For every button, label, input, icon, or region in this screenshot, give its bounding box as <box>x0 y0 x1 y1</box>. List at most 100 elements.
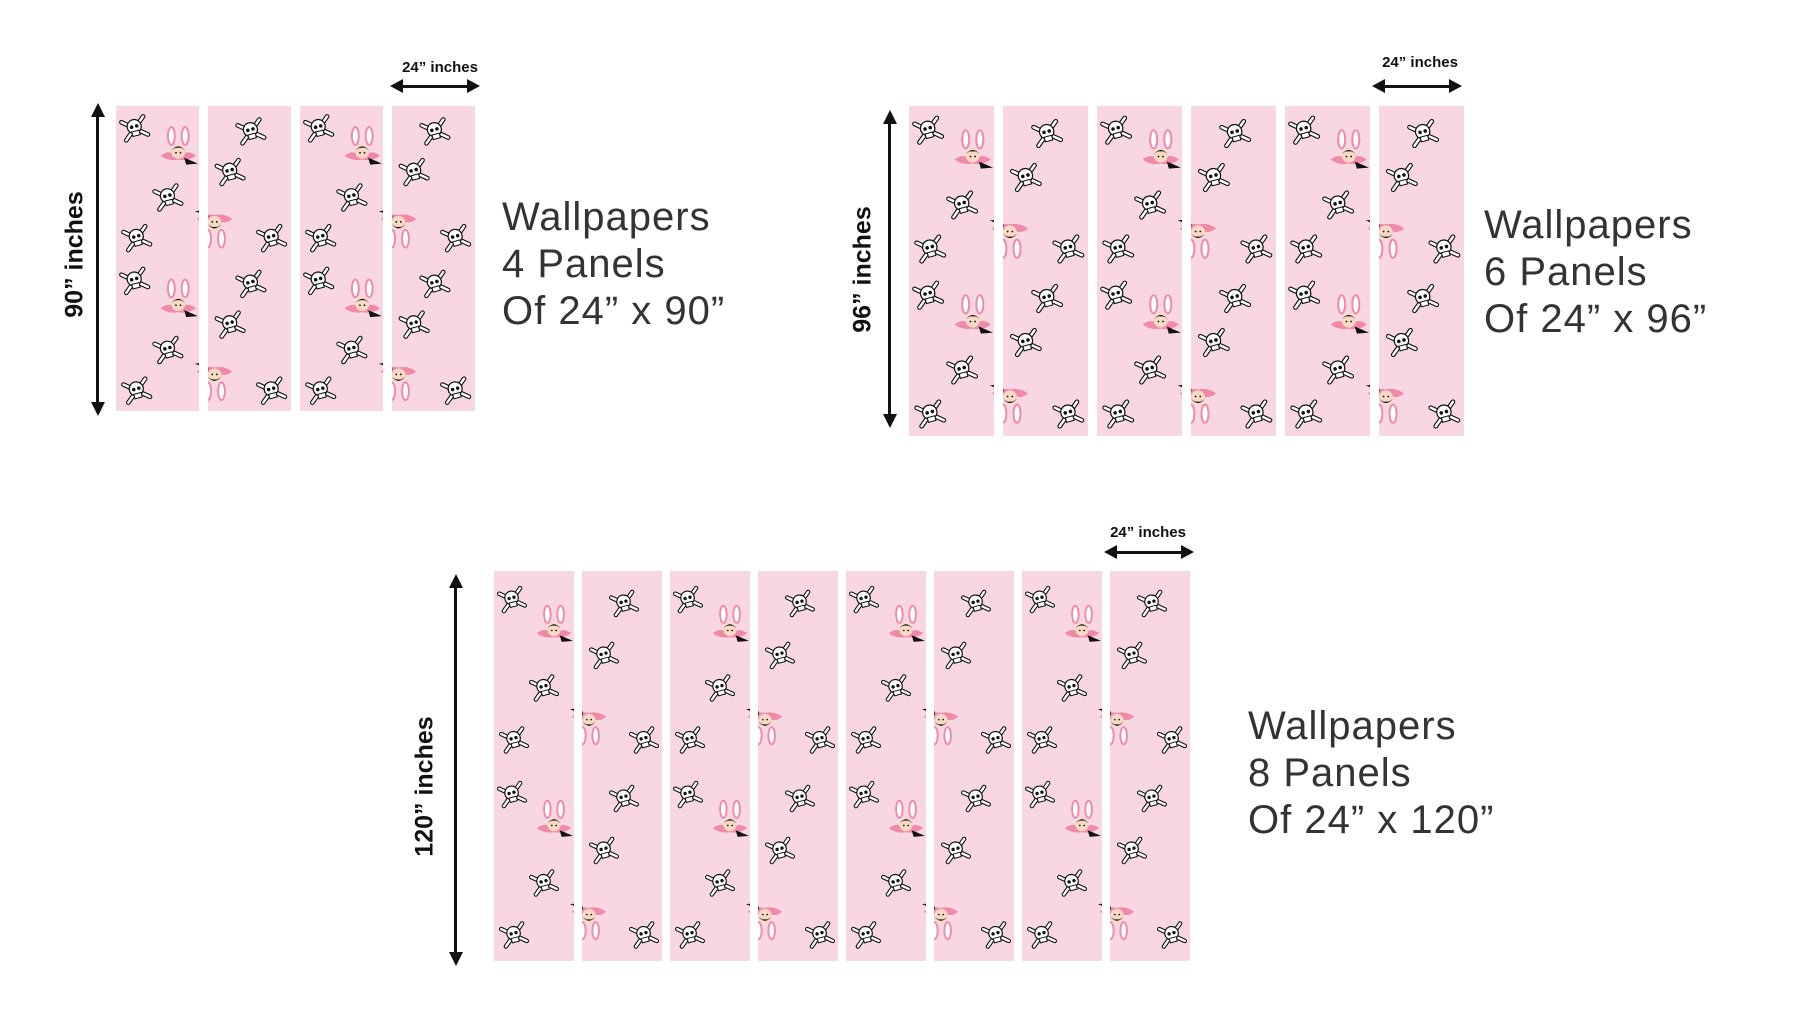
skull-crossbones-icon <box>1100 280 1133 310</box>
skull-crossbones-icon <box>672 585 704 614</box>
skull-crossbones-icon <box>980 726 1012 754</box>
width-dimension-g6 <box>1372 79 1462 93</box>
skull-crossbones-icon <box>848 585 880 614</box>
skull-crossbones-icon <box>1031 283 1064 314</box>
skull-crossbones-icon <box>419 117 451 146</box>
bunny-girl-icon <box>378 210 383 221</box>
bunny-girl-icon <box>1110 710 1135 746</box>
bunny-girl-icon <box>888 604 925 642</box>
bunny-girl-icon <box>712 604 749 642</box>
skull-crossbones-icon <box>1322 355 1355 385</box>
bunny-girl-icon <box>208 367 233 402</box>
skull-crossbones-icon <box>1407 283 1440 314</box>
skull-crossbones-icon <box>119 266 151 296</box>
bunny-girl-icon <box>1142 294 1181 334</box>
bunny-girl-icon <box>1379 388 1405 424</box>
skull-crossbones-icon <box>960 784 992 813</box>
bunny-girl-icon <box>194 363 199 373</box>
wallpaper-panel <box>1191 106 1276 436</box>
bunny-girl-icon <box>921 903 926 914</box>
skull-crossbones-icon <box>1024 780 1056 809</box>
skull-crossbones-icon <box>305 223 337 253</box>
skull-crossbones-icon <box>235 117 267 146</box>
bunny-girl-icon <box>344 126 382 165</box>
caption-g4: Wallpapers 4 Panels Of 24” x 90” <box>502 194 725 335</box>
skull-crossbones-icon <box>1290 399 1323 429</box>
skull-crossbones-icon <box>880 869 912 897</box>
skull-crossbones-icon <box>784 589 816 618</box>
skull-crossbones-icon <box>1134 355 1167 385</box>
caption-g8: Wallpapers 8 Panels Of 24” x 120” <box>1248 703 1494 844</box>
height-dimension-g8 <box>446 574 466 966</box>
skull-crossbones-icon <box>1385 327 1418 358</box>
skull-crossbones-icon <box>848 780 880 809</box>
skull-crossbones-icon <box>1052 234 1085 264</box>
skull-crossbones-icon <box>398 157 430 187</box>
skull-crossbones-icon <box>608 589 640 618</box>
bunny-girl-icon <box>934 905 959 941</box>
bunny-girl-icon <box>392 367 417 402</box>
bunny-girl-icon <box>1365 220 1370 231</box>
skull-crossbones-icon <box>940 836 972 865</box>
skull-crossbones-icon <box>946 190 979 220</box>
bunny-girl-icon <box>1003 388 1029 424</box>
bunny-girl-icon <box>1330 129 1369 169</box>
skull-crossbones-icon <box>419 269 451 299</box>
panels-g6 <box>909 106 1464 436</box>
skull-crossbones-icon <box>1136 784 1168 813</box>
skull-crossbones-icon <box>804 921 836 949</box>
skull-crossbones-icon <box>1197 162 1230 193</box>
caption-line-1: Wallpapers <box>1248 704 1457 748</box>
bunny-girl-icon <box>745 903 750 914</box>
skull-crossbones-icon <box>1428 399 1461 429</box>
bunny-girl-icon <box>536 604 573 642</box>
skull-crossbones-icon <box>912 115 945 145</box>
wallpaper-panel <box>934 571 1014 961</box>
height-dimension-g4 <box>88 103 108 416</box>
skull-crossbones-icon <box>305 376 337 405</box>
skull-crossbones-icon <box>588 641 620 670</box>
skull-crossbones-icon <box>528 674 560 702</box>
skull-crossbones-icon <box>1116 836 1148 865</box>
bunny-girl-icon <box>1191 223 1217 259</box>
bunny-girl-icon <box>582 905 607 941</box>
bunny-girl-icon <box>1064 799 1101 837</box>
skull-crossbones-icon <box>121 223 153 253</box>
caption-g6: Wallpapers 6 Panels Of 24” x 96” <box>1484 202 1707 343</box>
skull-crossbones-icon <box>850 726 882 754</box>
skull-crossbones-icon <box>912 280 945 310</box>
bunny-girl-icon <box>208 214 233 249</box>
skull-crossbones-icon <box>1009 162 1042 193</box>
bunny-girl-icon <box>1097 903 1102 914</box>
bunny-girl-icon <box>934 710 959 746</box>
skull-crossbones-icon <box>440 376 472 405</box>
caption-line-2: 4 Panels <box>502 242 666 286</box>
bunny-girl-icon <box>954 129 993 169</box>
wallpaper-panel <box>909 106 994 436</box>
skull-crossbones-icon <box>764 836 796 865</box>
bunny-girl-icon <box>989 385 994 396</box>
skull-crossbones-icon <box>804 726 836 754</box>
skull-crossbones-icon <box>628 726 660 754</box>
skull-crossbones-icon <box>1056 869 1088 897</box>
wallpaper-panel <box>670 571 750 961</box>
caption-line-2: 6 Panels <box>1484 250 1648 294</box>
skull-crossbones-icon <box>1219 283 1252 314</box>
caption-line-3: Of 24” x 120” <box>1248 798 1495 842</box>
caption-line-3: Of 24” x 90” <box>502 289 726 333</box>
bunny-girl-icon <box>1142 129 1181 169</box>
bunny-girl-icon <box>1003 223 1029 259</box>
bunny-girl-icon <box>582 710 607 746</box>
caption-line-2: 8 Panels <box>1248 751 1412 795</box>
bunny-girl-icon <box>392 214 417 249</box>
skull-crossbones-icon <box>256 223 288 253</box>
panels-g4 <box>116 106 475 411</box>
skull-crossbones-icon <box>1052 399 1085 429</box>
skull-crossbones-icon <box>121 376 153 405</box>
wallpaper-panel <box>392 106 475 411</box>
bunny-girl-icon <box>745 708 750 719</box>
skull-crossbones-icon <box>914 234 947 264</box>
bunny-girl-icon <box>1097 708 1102 719</box>
wallpaper-panel <box>1022 571 1102 961</box>
skull-crossbones-icon <box>608 784 640 813</box>
